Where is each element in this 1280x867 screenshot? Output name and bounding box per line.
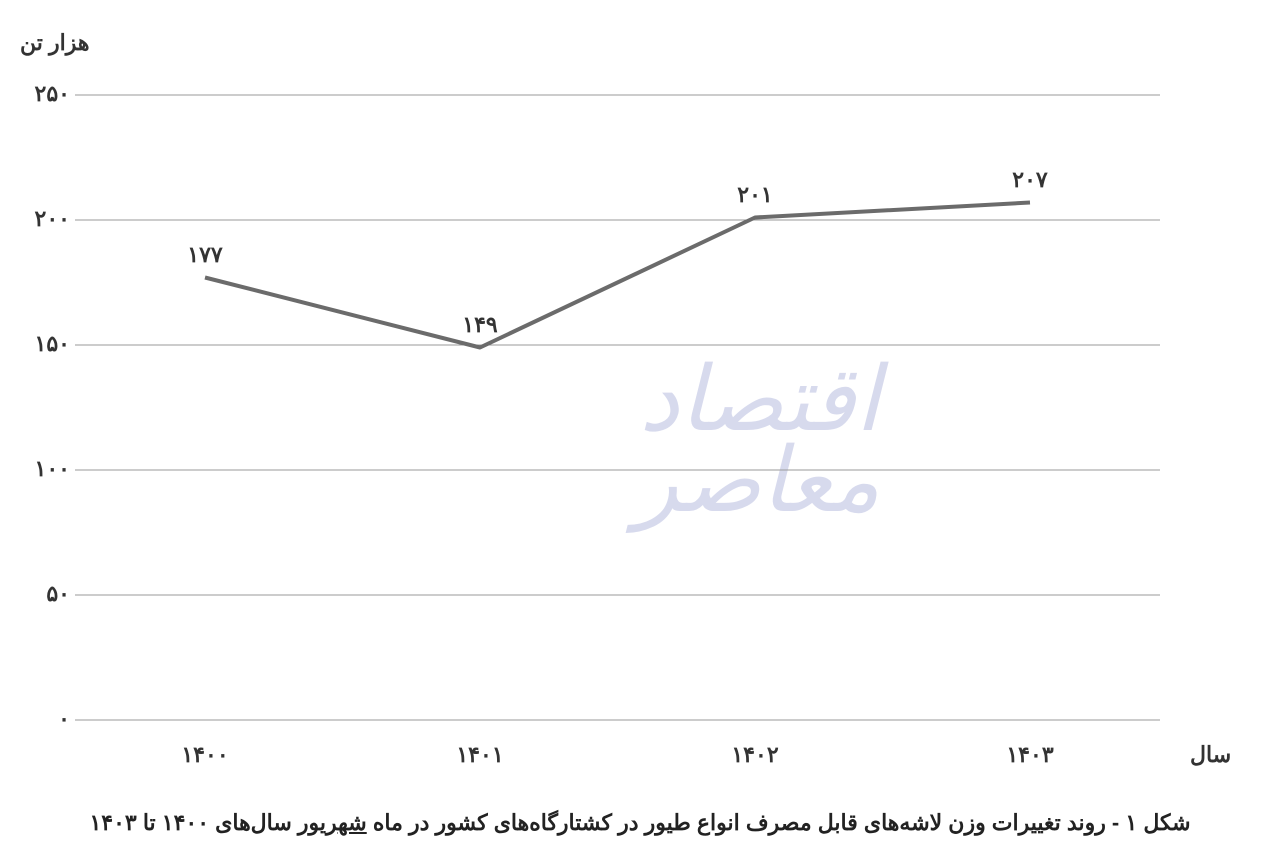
- caption-prefix: شکل ۱ - روند تغییرات وزن لاشه‌های قابل م…: [367, 810, 1191, 835]
- x-tick-label: ۱۴۰۱: [456, 742, 503, 768]
- y-tick-label: ۲۰۰: [10, 206, 70, 232]
- x-tick-label: ۱۴۰۲: [731, 742, 778, 768]
- x-tick-label: ۱۴۰۳: [1006, 742, 1053, 768]
- x-axis-unit: سال: [1190, 742, 1231, 768]
- x-tick-label: ۱۴۰۰: [181, 742, 228, 768]
- line-chart: اقتصاد معاصر هزار تن سال ۰۵۰۱۰۰۱۵۰۲۰۰۲۵۰…: [0, 0, 1280, 867]
- gridlines: [75, 95, 1160, 720]
- y-axis-unit: هزار تن: [20, 30, 89, 56]
- chart-svg: [0, 0, 1280, 867]
- series-line: [205, 203, 1030, 348]
- caption-suffix: سال‌های ۱۴۰۰ تا ۱۴۰۳: [89, 810, 297, 835]
- y-tick-label: ۱۵۰: [10, 331, 70, 357]
- chart-caption: شکل ۱ - روند تغییرات وزن لاشه‌های قابل م…: [0, 810, 1280, 836]
- y-tick-label: ۱۰۰: [10, 456, 70, 482]
- data-label: ۲۰۱: [737, 182, 772, 208]
- caption-underlined: شهریور: [298, 810, 367, 835]
- data-label: ۱۴۹: [462, 312, 497, 338]
- data-label: ۲۰۷: [1012, 167, 1047, 193]
- y-tick-label: ۲۵۰: [10, 81, 70, 107]
- y-tick-label: ۵۰: [10, 581, 70, 607]
- data-label: ۱۷۷: [187, 242, 222, 268]
- y-tick-label: ۰: [10, 706, 70, 732]
